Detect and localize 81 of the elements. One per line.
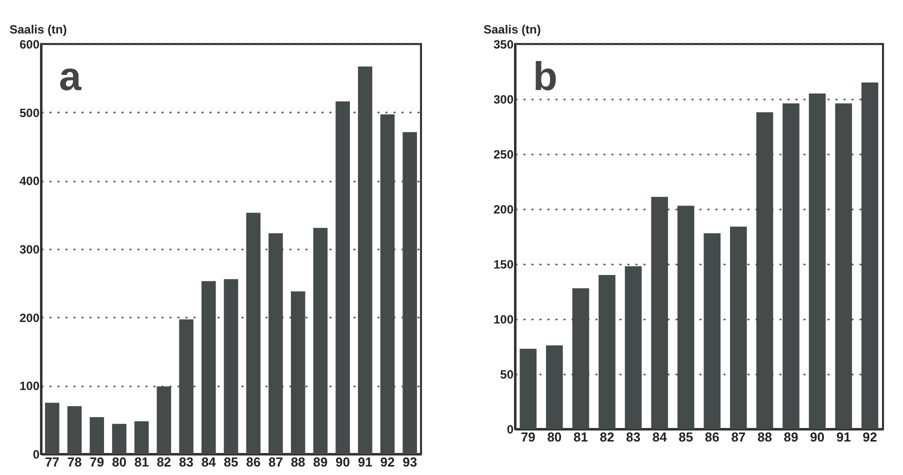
- x-tick-label: 80: [112, 454, 126, 470]
- bar: [624, 266, 642, 429]
- x-tick-label: 87: [268, 454, 283, 470]
- bar: [520, 348, 537, 429]
- bar: [156, 386, 172, 454]
- x-tick-label: 78: [67, 454, 82, 470]
- x-tick-label: 79: [90, 454, 104, 470]
- x-tick-label: 87: [731, 430, 746, 444]
- bar: [835, 103, 852, 429]
- x-tick-label: 91: [358, 454, 372, 470]
- bar: [268, 233, 283, 454]
- bar: [201, 281, 216, 454]
- x-tick-label: 81: [573, 430, 588, 444]
- annotation: b: [533, 55, 558, 99]
- y-tick-label: 100: [493, 312, 514, 326]
- x-tick-label: 91: [836, 430, 851, 444]
- bar: [112, 424, 126, 454]
- bar: [134, 421, 149, 454]
- x-tick-label: 84: [201, 454, 217, 470]
- bar: [704, 233, 721, 429]
- y-axis-title: Saalis (tn): [484, 22, 541, 36]
- x-tick-label: 83: [626, 430, 641, 444]
- bar: [598, 275, 616, 429]
- y-tick-label: 50: [500, 368, 514, 382]
- y-tick-label: 300: [493, 92, 514, 106]
- bar: [782, 103, 800, 429]
- bar: [336, 101, 350, 454]
- bar: [224, 279, 238, 454]
- bar: [358, 66, 372, 454]
- x-tick-label: 89: [313, 454, 328, 470]
- y-tick-label: 600: [19, 38, 40, 52]
- y-tick-label: 250: [493, 148, 514, 162]
- x-tick-label: 93: [402, 454, 418, 470]
- x-tick-label: 86: [704, 430, 720, 444]
- x-tick-label: 88: [290, 454, 306, 470]
- x-tick-label: 92: [862, 430, 878, 444]
- x-tick-label: 79: [520, 430, 536, 444]
- bar: [179, 319, 194, 454]
- x-tick-label: 82: [156, 454, 172, 470]
- bar: [380, 114, 395, 454]
- y-tick-label: 200: [493, 202, 514, 216]
- bar: [67, 406, 82, 454]
- x-tick-label: 90: [810, 430, 825, 444]
- bar: [572, 288, 590, 429]
- y-tick-label: 200: [19, 310, 40, 325]
- x-tick-label: 90: [336, 454, 350, 470]
- bar: [677, 206, 694, 429]
- bar: [861, 82, 878, 429]
- bar: [756, 112, 774, 429]
- x-tick-label: 85: [678, 430, 694, 444]
- bar: [730, 226, 747, 429]
- x-tick-label: 88: [757, 430, 772, 444]
- bar: [45, 402, 60, 454]
- y-tick-label: 500: [19, 106, 40, 120]
- y-tick-label: 100: [19, 379, 40, 394]
- y-axis-title: Saalis (tn): [10, 22, 67, 36]
- x-tick-label: 83: [179, 454, 194, 470]
- bar: [546, 345, 563, 429]
- x-tick-label: 81: [134, 454, 149, 470]
- x-tick-label: 85: [224, 454, 238, 470]
- bar: [90, 417, 104, 454]
- bar: [290, 291, 306, 454]
- y-tick-label: 350: [493, 38, 514, 52]
- bar: [402, 132, 417, 454]
- x-tick-label: 77: [44, 454, 60, 470]
- annotation: a: [59, 55, 82, 99]
- x-tick-label: 89: [784, 430, 798, 444]
- y-tick-label: 0: [506, 422, 514, 436]
- bar: [808, 94, 826, 429]
- bar: [246, 212, 261, 454]
- y-tick-label: 0: [32, 448, 40, 462]
- x-tick-label: 92: [380, 454, 395, 470]
- x-tick-label: 80: [547, 430, 562, 444]
- x-tick-label: 82: [600, 430, 614, 444]
- x-tick-label: 86: [246, 454, 261, 470]
- y-tick-label: 150: [493, 258, 514, 272]
- bar: [313, 228, 328, 454]
- bar: [651, 196, 668, 429]
- y-tick-label: 300: [19, 242, 40, 256]
- x-tick-label: 84: [652, 430, 668, 444]
- y-tick-label: 400: [19, 174, 40, 188]
